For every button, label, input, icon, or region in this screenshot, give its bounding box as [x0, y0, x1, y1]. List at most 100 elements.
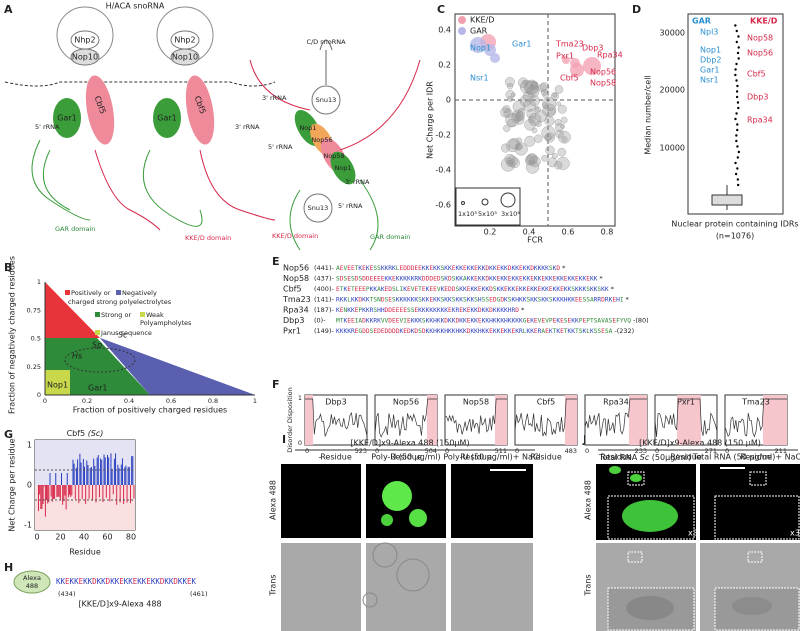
label: 5' rRNA [268, 143, 293, 151]
x-tick-label: 0.6 [562, 228, 575, 237]
y-tick-label: 0 [298, 439, 302, 447]
axis-label: Residue [320, 453, 352, 462]
panel-letter: C [437, 3, 445, 16]
y-tick-label: 0.5 [31, 335, 41, 343]
outlier [735, 134, 738, 137]
bar [75, 467, 77, 485]
bar [118, 468, 120, 485]
bar [105, 485, 107, 498]
bar [66, 473, 68, 485]
x-tick-label: 211 [775, 447, 787, 455]
panel-e: Nop56 (441)- AEVEETKEKESSKKRKLEDDDEEKKEKKS… [282, 264, 649, 336]
label: Snu13 [316, 96, 337, 104]
point [470, 37, 486, 53]
plot-title: Nop56 [393, 398, 419, 407]
point [534, 106, 539, 111]
bar [93, 458, 95, 485]
y-tick-label: 20000 [660, 86, 685, 95]
point [516, 144, 523, 150]
bar [62, 485, 64, 505]
point [542, 103, 557, 118]
label: Nhp2 [174, 36, 195, 45]
disordered-region [677, 395, 701, 445]
outlier [736, 128, 739, 132]
panel-letter: A [4, 3, 13, 16]
outlier [736, 145, 739, 148]
range: (187)- [314, 306, 334, 314]
x-tick-label: 0.8 [601, 228, 614, 237]
bar [84, 466, 85, 485]
axis-label: Net Charge per IDR [426, 81, 435, 159]
panel-letter: G [4, 428, 13, 441]
panel-letter: B [4, 261, 12, 274]
outlier [735, 62, 738, 66]
point-label: Nop56 [590, 68, 616, 77]
panel-letter: I [282, 433, 286, 446]
zoom-label: x3 [688, 529, 698, 538]
x-tick-label: 233 [635, 447, 647, 455]
point-label: Hs [72, 352, 82, 361]
point-label: Nop56 [747, 49, 773, 58]
axis-label: Residue [69, 548, 101, 557]
label: Snu13 [308, 204, 329, 212]
plot-title: Rpa34 [603, 398, 629, 407]
bar [79, 453, 81, 485]
bar [89, 467, 91, 485]
bar [109, 485, 111, 502]
protein-name: Nop58 [283, 274, 309, 283]
label: (434) [58, 590, 75, 598]
point [561, 136, 568, 143]
outlier [736, 183, 740, 187]
bar [92, 485, 94, 501]
sequence: MTKEEIADKKRKVVDEEVIEKKKSKKHKKDKKDKKEKKEK… [336, 318, 631, 325]
dye: Alexa [23, 574, 41, 582]
bar [51, 485, 53, 502]
disorder-trace [305, 398, 368, 437]
outlier [735, 95, 739, 99]
bar [67, 485, 69, 498]
axis-label: Residue [460, 453, 492, 462]
point-label: Gar1 [700, 66, 719, 75]
plot-title: Cbf5 [537, 398, 556, 407]
panel-letter: D [632, 3, 641, 16]
point [490, 53, 500, 63]
legend-label: Janus sequence [100, 329, 152, 337]
axis-label: FCR [527, 236, 543, 245]
end: -(232) [614, 327, 634, 335]
point [519, 94, 532, 107]
bar [126, 485, 128, 503]
point [558, 130, 571, 144]
bar [73, 463, 75, 485]
point [503, 108, 513, 118]
point [511, 112, 522, 123]
bar [85, 485, 87, 504]
point-label: Nop1 [470, 44, 491, 53]
plot-title: Pxr1 [677, 398, 695, 407]
point [509, 157, 520, 169]
outlier [737, 106, 740, 110]
bar [130, 485, 131, 504]
panel-letter: H [4, 561, 13, 574]
end: * [611, 285, 615, 293]
y-tick-label: 10000 [660, 144, 685, 153]
point-label: Sc [118, 331, 128, 340]
bar [54, 485, 56, 499]
bar [61, 473, 62, 485]
end: * [521, 306, 525, 314]
point-label: Gar1 [512, 40, 531, 49]
point [515, 111, 525, 121]
protein-name: Pxr1 [283, 327, 301, 336]
x-tick-label: 40 [79, 533, 89, 542]
disordered-region [565, 395, 577, 445]
label: Nop56 [311, 136, 332, 144]
bar [121, 458, 123, 485]
bar [38, 485, 39, 512]
bar [112, 485, 114, 495]
legend-label: GAR [470, 27, 488, 36]
point [517, 107, 526, 116]
bar [128, 467, 130, 485]
column-label: Poly-U (50 μg/ml)+ NaCl [443, 453, 540, 462]
sequence: AEVEETKEKESSKKRKLEDDDEEKKEKKSKKEKKEKKEKK… [336, 265, 560, 272]
point [507, 118, 516, 128]
bar [77, 459, 79, 485]
